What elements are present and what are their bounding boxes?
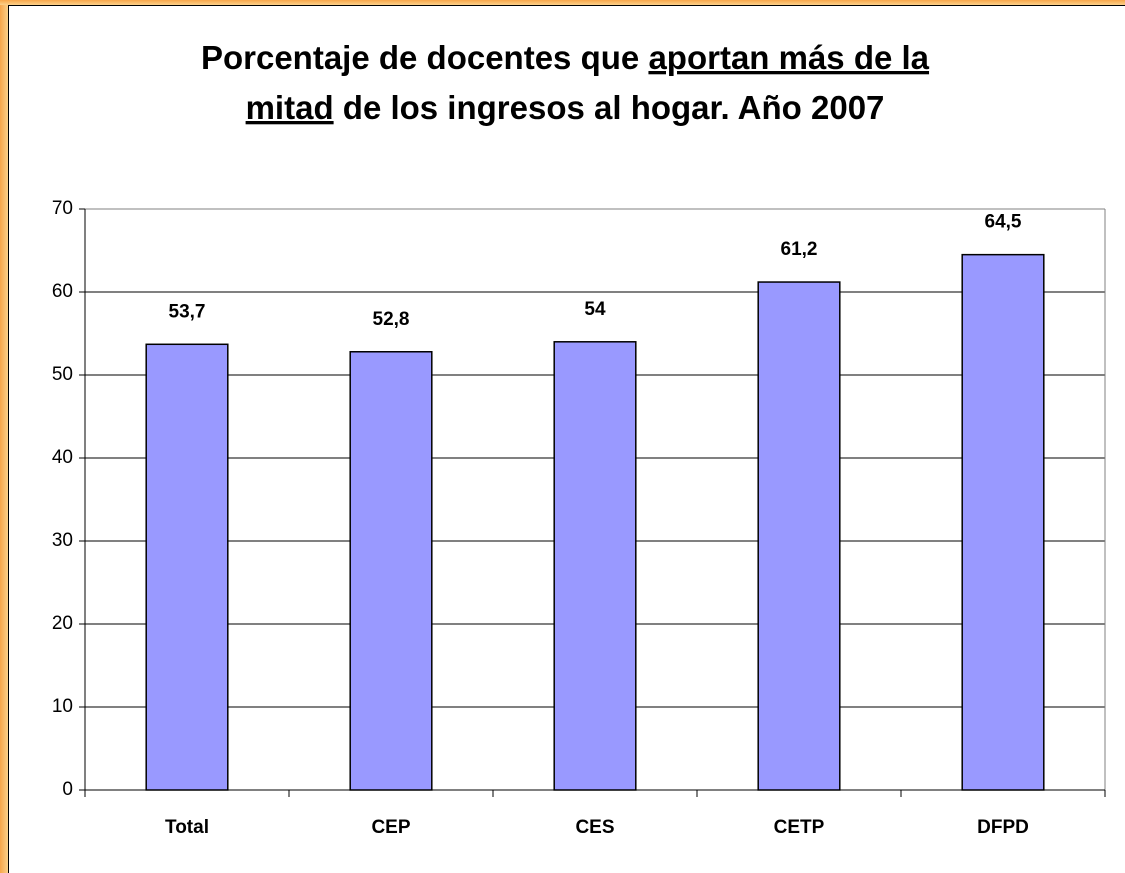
data-label: 52,8 — [373, 309, 410, 330]
x-tick-label: CEP — [371, 817, 410, 838]
title-segment: mitad — [246, 89, 334, 126]
bar — [349, 351, 433, 791]
bar — [757, 281, 841, 791]
y-tick-label: 0 — [62, 779, 73, 800]
y-tick-label: 10 — [52, 696, 73, 717]
y-tick-label: 20 — [52, 613, 73, 634]
chart-title: mitad de los ingresos al hogar. Año 2007 — [246, 89, 885, 126]
x-tick-label: CETP — [774, 817, 825, 838]
title-segment: Porcentaje de docentes que — [201, 39, 639, 76]
x-tick-label: DFPD — [977, 817, 1029, 838]
y-tick-label: 50 — [52, 364, 73, 385]
bar — [145, 343, 229, 791]
data-label: 64,5 — [985, 212, 1022, 233]
y-tick-label: 60 — [52, 281, 73, 302]
data-label: 53,7 — [169, 301, 206, 322]
y-tick-label: 30 — [52, 530, 73, 551]
x-tick-label: CES — [575, 817, 614, 838]
title-segment: de los ingresos al hogar. Año 2007 — [343, 89, 885, 126]
data-label: 54 — [584, 299, 606, 320]
y-tick-label: 40 — [52, 447, 73, 468]
top-border — [0, 0, 1125, 5]
y-tick-label: 70 — [52, 198, 73, 219]
title-segment: aportan más de la — [648, 39, 929, 76]
chart-title: Porcentaje de docentes que aportan más d… — [201, 39, 930, 76]
bar — [961, 253, 1045, 791]
side-border — [0, 0, 8, 873]
data-label: 61,2 — [781, 239, 818, 260]
x-tick-label: Total — [165, 817, 209, 838]
bar — [553, 341, 637, 791]
